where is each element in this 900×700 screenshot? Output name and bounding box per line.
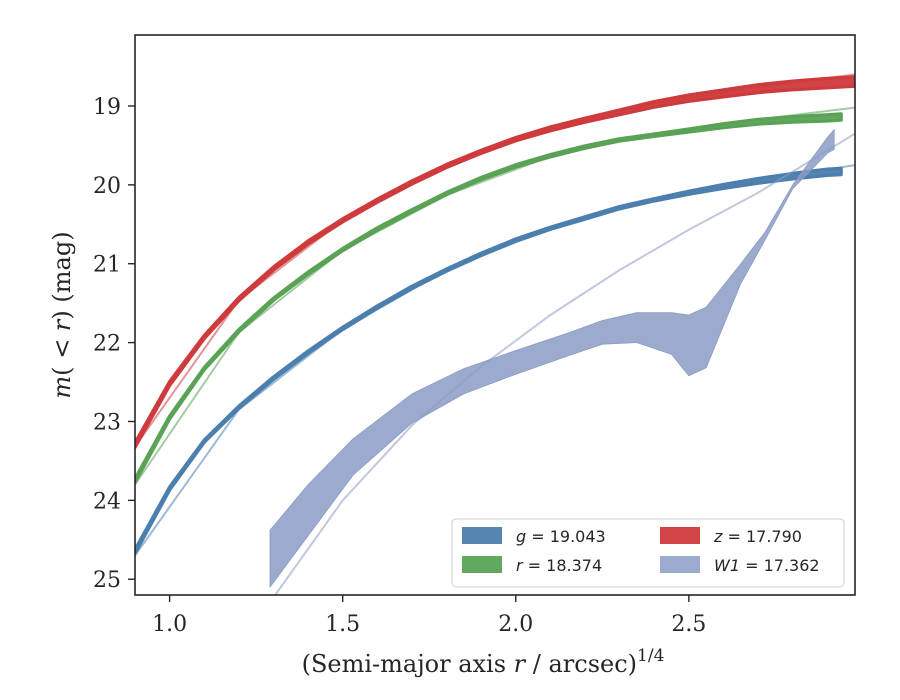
y-tick-label: 19 bbox=[93, 95, 121, 120]
legend-swatch-r bbox=[462, 556, 502, 573]
x-tick-label: 1.0 bbox=[152, 612, 187, 637]
y-tick-label: 23 bbox=[93, 410, 121, 435]
series-g-model-line bbox=[135, 164, 855, 557]
legend-swatch-z bbox=[660, 527, 700, 544]
legend-swatch-g bbox=[462, 527, 502, 544]
y-axis: 19 20 21 22 23 24 25 bbox=[93, 95, 135, 593]
plot-area bbox=[135, 35, 855, 595]
x-tick-label: 1.5 bbox=[325, 612, 360, 637]
legend: g = 19.043 r = 18.374 z = 17.790 W1 = 17.36… bbox=[451, 518, 845, 588]
legend-label-w1: W1 = 17.362 bbox=[714, 556, 820, 575]
y-tick-label: 21 bbox=[93, 253, 121, 278]
x-tick-label: 2.5 bbox=[671, 612, 706, 637]
legend-swatch-w1 bbox=[660, 556, 700, 573]
plot-frame bbox=[134, 34, 856, 596]
legend-label-g: g = 19.043 bbox=[516, 527, 606, 546]
series-layer bbox=[135, 73, 855, 595]
y-tick-label: 24 bbox=[93, 489, 121, 514]
series-r-model-line bbox=[135, 106, 855, 486]
y-tick-label: 20 bbox=[93, 174, 121, 199]
x-axis-label: (Semi-major axis r / arcsec)1/4 bbox=[302, 646, 665, 678]
y-tick-label: 22 bbox=[93, 332, 121, 357]
y-axis-label: m( < r) (mag) bbox=[48, 231, 76, 398]
series-z-model-line bbox=[135, 73, 855, 448]
series-w1-model-line bbox=[273, 132, 855, 595]
legend-label-r: r = 18.374 bbox=[516, 556, 602, 575]
x-axis: 1.0 1.5 2.0 2.5 bbox=[152, 595, 706, 637]
x-tick-label: 2.0 bbox=[498, 612, 533, 637]
legend-label-z: z = 17.790 bbox=[713, 527, 802, 546]
legend-frame bbox=[451, 518, 845, 588]
series-w1-band bbox=[269, 129, 835, 588]
y-tick-label: 25 bbox=[93, 568, 121, 593]
